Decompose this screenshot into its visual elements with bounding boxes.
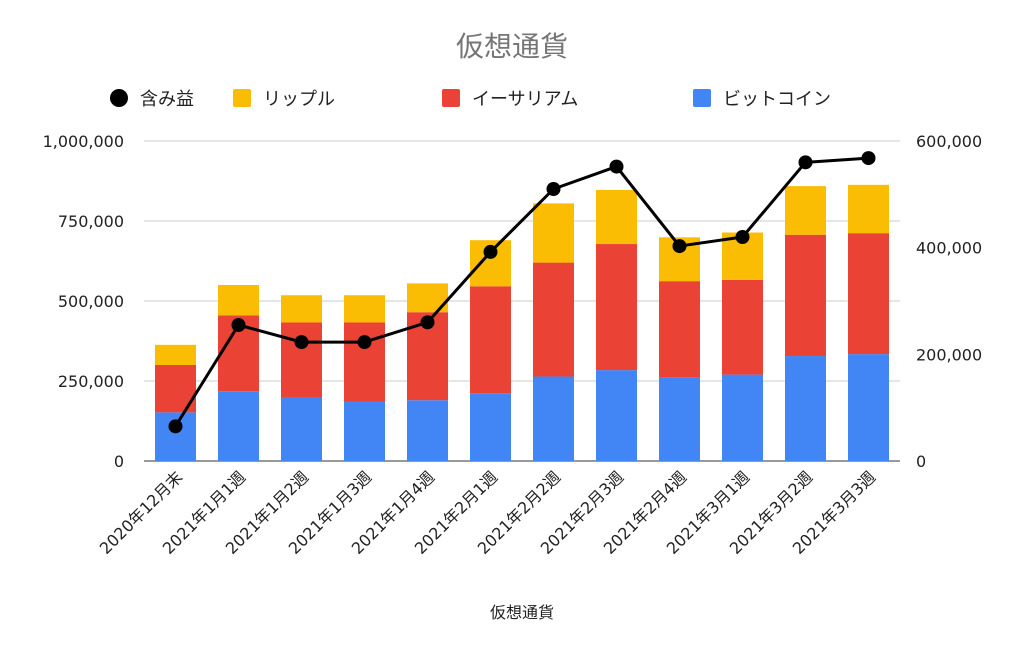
bar-bitcoin — [344, 401, 385, 461]
bar-bitcoin — [407, 400, 448, 461]
left-axis-tick-label: 1,000,000 — [43, 132, 124, 151]
profit-point — [672, 239, 687, 254]
legend-label-ripple: リップル — [263, 89, 335, 110]
bar-ethereum — [659, 281, 700, 378]
profit-line — [174, 156, 869, 428]
right-axis-tick-label: 600,000 — [916, 132, 982, 151]
bar-bitcoin — [659, 377, 700, 461]
bar-ethereum — [344, 322, 385, 402]
legend-marker-ripple — [233, 89, 251, 107]
left-axis-tick-label: 250,000 — [58, 372, 124, 391]
gridlines — [144, 140, 900, 462]
chart-title: 仮想通貨 — [456, 30, 568, 63]
bar-ethereum — [848, 233, 889, 355]
bar-bitcoin — [470, 393, 511, 461]
legend-label-bitcoin: ビットコイン — [723, 89, 831, 110]
legend-marker-unrealized-gain — [110, 89, 128, 107]
bar-ripple — [155, 344, 196, 365]
legend: 含み益 リップル イーサリアム ビットコイン — [110, 89, 831, 110]
profit-point — [483, 244, 498, 259]
right-axis-tick-label: 400,000 — [916, 239, 982, 258]
bar-ethereum — [533, 262, 574, 377]
profit-point — [231, 318, 246, 332]
left-axis-tick-label: 0 — [114, 452, 124, 471]
profit-point — [168, 419, 183, 434]
bar-bitcoin — [281, 397, 322, 461]
profit-point — [420, 315, 435, 330]
profit-point — [735, 230, 750, 244]
legend-label-ethereum: イーサリアム — [472, 89, 578, 110]
bar-ethereum — [785, 234, 826, 357]
bar-ethereum — [281, 322, 322, 397]
left-axis: 0 250,000 500,000 750,000 1,000,000 — [43, 132, 124, 471]
bar-ripple — [281, 295, 322, 323]
bar-ripple — [848, 184, 889, 234]
bar-bitcoin — [533, 376, 574, 461]
profit-point — [798, 155, 813, 170]
bar-ripple — [344, 295, 385, 323]
bar-bitcoin — [848, 354, 889, 461]
legend-marker-ethereum — [442, 89, 460, 107]
bar-ethereum — [722, 279, 763, 375]
left-axis-tick-label: 750,000 — [58, 212, 124, 231]
bar-ripple — [785, 186, 826, 235]
bar-ethereum — [596, 244, 637, 371]
profit-point — [546, 182, 561, 196]
legend-label-unrealized-gain: 含み益 — [140, 89, 194, 110]
bar-bitcoin — [722, 374, 763, 461]
right-axis-tick-label: 200,000 — [916, 345, 982, 364]
right-axis-tick-label: 0 — [916, 452, 926, 471]
bar-ripple — [533, 203, 574, 263]
bars — [155, 184, 889, 461]
x-axis-tick-labels: 2020年12月末2021年1月1週2021年1月2週2021年1月3週2021… — [96, 467, 880, 558]
bar-bitcoin — [218, 391, 259, 461]
bar-bitcoin — [785, 356, 826, 461]
bar-ethereum — [470, 286, 511, 394]
right-axis: 0 200,000 400,000 600,000 — [916, 132, 982, 471]
profit-line-layer — [168, 151, 876, 434]
bar-ripple — [218, 285, 259, 316]
profit-point — [609, 159, 624, 174]
bar-ripple — [596, 189, 637, 245]
legend-marker-bitcoin — [693, 89, 711, 107]
profit-point — [294, 335, 309, 350]
x-axis-label: 仮想通貨 — [490, 603, 554, 622]
left-axis-tick-label: 500,000 — [58, 292, 124, 311]
bar-bitcoin — [596, 370, 637, 461]
profit-point — [861, 151, 876, 166]
profit-point — [357, 335, 372, 350]
